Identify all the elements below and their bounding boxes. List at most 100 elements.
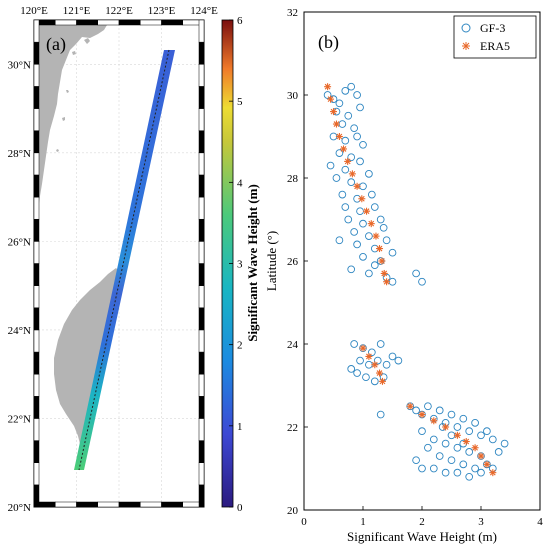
lat-tick-label: 20°N — [8, 502, 31, 514]
era5-point — [406, 402, 414, 410]
gf3-point — [376, 215, 385, 224]
y-tick-label: 26 — [287, 256, 299, 268]
border-segment — [198, 373, 205, 397]
colorbar-tick-label: 2 — [237, 340, 243, 352]
scatter-ticks: 0 1 2 3 4 20 22 24 26 28 30 32 — [287, 7, 543, 528]
border-segment — [198, 41, 205, 65]
era5-point-stroke — [379, 378, 386, 385]
border-segment — [198, 174, 205, 198]
border-segment — [55, 501, 77, 508]
era5-series — [324, 83, 497, 477]
era5-point-stroke — [489, 469, 496, 476]
gf3-point — [429, 464, 438, 473]
gf3-point — [376, 340, 385, 348]
gf3-point — [338, 190, 347, 199]
border-segment — [33, 263, 40, 286]
gf3-point — [353, 240, 361, 249]
gf3-point — [373, 356, 382, 365]
border-segment — [33, 19, 40, 43]
era5-point-stroke — [419, 411, 425, 418]
border-segment — [118, 19, 141, 26]
era5-point-stroke — [358, 195, 365, 202]
era5-point — [371, 361, 379, 369]
border-segment — [118, 501, 141, 508]
gf3-point — [453, 468, 462, 477]
legend: GF-3 ERA5 — [453, 15, 537, 59]
era5-point-stroke — [360, 345, 366, 352]
border-segment — [97, 19, 120, 26]
y-tick-label: 28 — [287, 173, 299, 185]
gf3-point — [412, 456, 420, 465]
gf3-point — [388, 352, 397, 361]
x-tick-label: 2 — [419, 516, 425, 528]
era5-point-stroke — [454, 432, 461, 439]
lon-tick-label: 120°E — [20, 5, 48, 17]
era5-point — [442, 423, 450, 431]
era5-point-stroke — [378, 258, 385, 264]
gf3-point — [350, 124, 359, 133]
border-segment — [198, 351, 205, 375]
border-segment — [55, 19, 77, 26]
colorbar-tick-label: 1 — [237, 421, 243, 433]
gf3-point — [359, 140, 367, 149]
legend-box — [453, 15, 537, 59]
era5-point — [367, 220, 375, 228]
taiwan-land — [54, 268, 122, 444]
era5-point — [453, 431, 461, 439]
lat-tick-label: 26°N — [8, 236, 31, 248]
border-segment — [198, 285, 205, 309]
era5-point-stroke — [340, 146, 347, 152]
border-segment — [33, 241, 40, 264]
gf3-point — [359, 219, 367, 228]
era5-point-stroke — [373, 233, 379, 239]
era5-point — [380, 269, 388, 277]
border-segment — [33, 86, 40, 109]
gf3-point — [353, 369, 361, 377]
border-segment — [33, 396, 40, 419]
lat-tick-label: 30°N — [8, 59, 31, 71]
gf3-point — [370, 261, 379, 270]
legend-gf3-label: GF-3 — [480, 21, 505, 35]
panel-label-a: (a) — [46, 34, 66, 55]
border-segment — [33, 462, 40, 486]
gf3-point — [459, 460, 468, 469]
era5-point — [483, 460, 491, 468]
gf3-point — [356, 103, 364, 112]
border-segment — [33, 218, 40, 242]
lon-tick-label: 124°E — [190, 5, 218, 17]
border-segment — [161, 501, 183, 508]
era5-point-stroke — [363, 208, 370, 215]
era5-point — [358, 195, 366, 203]
era5-point — [372, 232, 380, 240]
era5-point — [359, 344, 367, 352]
gf3-point — [341, 165, 350, 174]
era5-point — [353, 182, 361, 190]
colorbar-label: Significant Wave Height (m) — [245, 184, 260, 342]
colorbar-tick-label: 0 — [237, 502, 243, 514]
gf3-point — [341, 86, 350, 95]
era5-point — [365, 352, 373, 360]
gf3-point — [412, 269, 420, 278]
x-tick-label: 0 — [301, 516, 307, 528]
x-tick-label: 3 — [478, 516, 484, 528]
era5-point-stroke — [371, 361, 378, 368]
border-segment — [198, 241, 205, 264]
gf3-point — [483, 427, 491, 436]
border-segment — [198, 329, 205, 353]
border-segment — [198, 152, 205, 176]
era5-point-stroke — [324, 83, 331, 90]
border-segment — [33, 373, 40, 397]
era5-point — [327, 95, 335, 103]
gf3-point — [418, 464, 426, 473]
lon-tick-label: 121°E — [63, 5, 91, 17]
mainland-land — [34, 20, 110, 246]
era5-point-stroke — [368, 220, 375, 227]
border-segment — [33, 440, 40, 463]
gf3-point — [465, 472, 474, 481]
border-segment — [198, 86, 205, 109]
gf3-point — [347, 265, 356, 274]
lat-tick-label: 22°N — [8, 413, 31, 425]
era5-point — [376, 245, 384, 253]
gf3-point — [350, 228, 359, 236]
